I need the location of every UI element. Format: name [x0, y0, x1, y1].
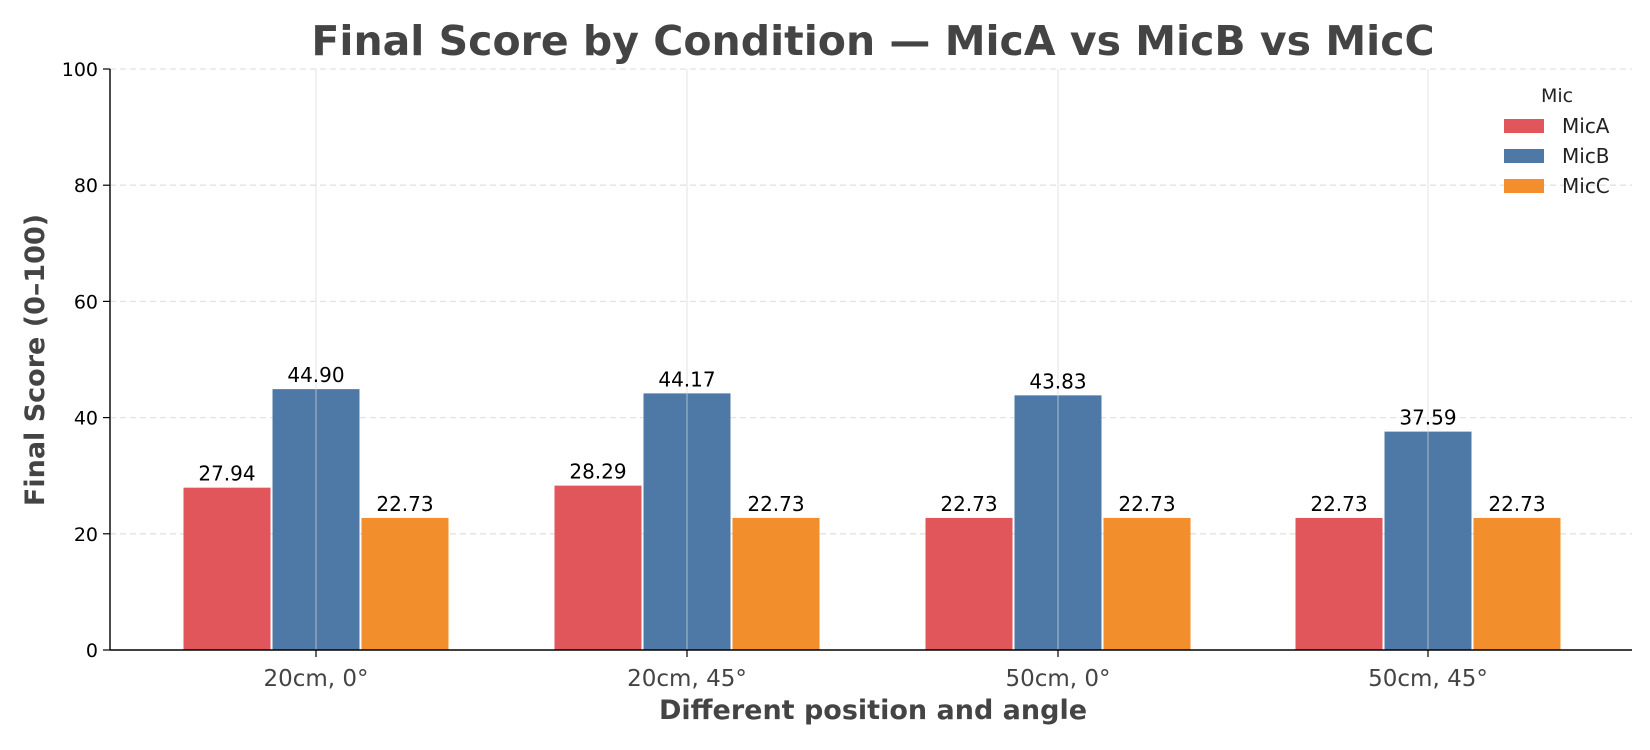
- data-label: 22.73: [1310, 492, 1367, 516]
- data-label: 44.90: [287, 363, 344, 387]
- data-label: 27.94: [198, 462, 255, 486]
- bar-mica: [554, 485, 642, 650]
- x-tick-label: 50cm, 45°: [1368, 666, 1488, 692]
- bar-mica: [925, 517, 1013, 650]
- axes-layer: 0 20 40 60 80 100 20cm, 0° 20cm, 45° 50cm, 0° 50c…: [62, 59, 1632, 692]
- bars-layer: [183, 389, 1561, 650]
- data-label: 43.83: [1029, 369, 1086, 393]
- data-label: 44.17: [658, 367, 715, 391]
- chart-title: Final Score by Condition — MicA vs MicB …: [311, 17, 1434, 65]
- y-tick-label: 0: [86, 640, 98, 662]
- legend-swatch-micb: [1504, 149, 1544, 163]
- bar-mica: [183, 487, 271, 650]
- y-tick-label: 100: [62, 59, 98, 81]
- bar-micc: [361, 517, 449, 650]
- legend-label-mica: MicA: [1562, 114, 1610, 138]
- x-tick-label: 20cm, 45°: [627, 666, 747, 692]
- y-tick-label: 60: [74, 291, 98, 313]
- legend-label-micb: MicB: [1562, 144, 1610, 168]
- data-label: 22.73: [1118, 492, 1175, 516]
- x-tick-label: 50cm, 0°: [1005, 666, 1110, 692]
- data-label: 22.73: [940, 492, 997, 516]
- data-label: 37.59: [1399, 406, 1456, 430]
- data-label: 22.73: [376, 492, 433, 516]
- y-tick-label: 20: [74, 524, 98, 546]
- bar-micc: [1473, 517, 1561, 650]
- bar-micc: [1103, 517, 1191, 650]
- y-tick-label: 80: [74, 175, 98, 197]
- x-tick-label: 20cm, 0°: [263, 666, 368, 692]
- y-axis-label: Final Score (0–100): [20, 214, 51, 506]
- legend: Mic MicA MicB MicC: [1504, 85, 1610, 198]
- vertical-grid-layer: [315, 69, 1429, 650]
- legend-swatch-mica: [1504, 119, 1544, 133]
- legend-label-micc: MicC: [1562, 174, 1610, 198]
- legend-swatch-micc: [1504, 179, 1544, 193]
- legend-items: MicA MicB MicC: [1504, 114, 1610, 198]
- data-label: 22.73: [1488, 492, 1545, 516]
- data-label: 28.29: [569, 460, 626, 484]
- data-labels-layer: 27.94 28.29 22.73 22.73 44.90 44.17 43.83 37.59…: [198, 363, 1545, 516]
- data-label: 22.73: [747, 492, 804, 516]
- x-axis-label: Different position and angle: [659, 695, 1087, 726]
- y-tick-label: 40: [74, 408, 98, 430]
- legend-title: Mic: [1541, 85, 1573, 107]
- bar-micc: [732, 517, 820, 650]
- bar-mica: [1295, 517, 1383, 650]
